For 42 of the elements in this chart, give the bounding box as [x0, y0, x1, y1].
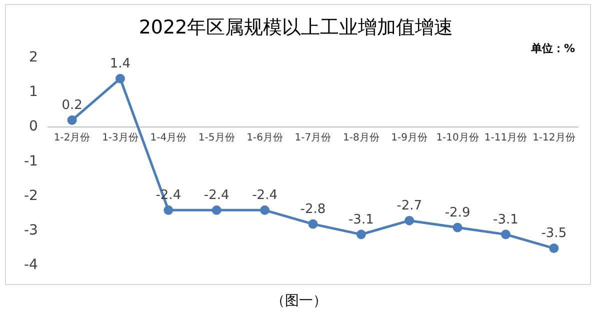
chart-title: 2022年区属规模以上工业增加值增速: [138, 16, 454, 38]
x-tick-label: 1-4月份: [150, 132, 187, 144]
point: [67, 115, 77, 125]
point: [404, 216, 414, 226]
data-label: -2.4: [204, 188, 230, 204]
x-tick-label: 1-9月份: [391, 132, 428, 144]
y-tick-label: 0: [29, 118, 38, 135]
point: [356, 230, 366, 240]
x-tick-label: 1-8月份: [342, 132, 380, 144]
y-tick-label: 1: [29, 84, 38, 100]
data-label: -3.1: [493, 212, 518, 228]
y-tick-label: -3: [24, 222, 38, 239]
point: [164, 205, 174, 215]
data-label: 1.4: [110, 56, 131, 72]
x-tick-label: 1-12月份: [532, 132, 576, 144]
y-tick-label: 2: [29, 49, 38, 66]
point: [452, 222, 462, 232]
x-tick-label: 1-2月份: [54, 132, 90, 144]
point: [549, 244, 559, 254]
y-tick-label: -1: [24, 153, 38, 170]
point: [115, 74, 125, 84]
data-label: 0.2: [62, 98, 82, 114]
x-tick-label: 1-3月份: [102, 132, 138, 144]
point: [212, 205, 222, 215]
point: [500, 230, 510, 240]
text: （图一）: [270, 292, 328, 310]
x-tick-label: 1-7月份: [294, 132, 332, 144]
data-label: -2.9: [444, 205, 470, 220]
data-label: -3.1: [348, 212, 374, 228]
x-tick-label: 1-6月份: [246, 132, 283, 144]
text: 单位：%: [530, 42, 575, 55]
data-label: -2.8: [300, 202, 326, 217]
x-tick-label: 1-5月份: [198, 132, 235, 144]
y-tick-label: -2: [24, 188, 38, 204]
data-label: -2.7: [396, 198, 422, 214]
point: [308, 219, 318, 229]
x-tick-label: 1-10月份: [436, 132, 479, 144]
point: [260, 205, 270, 215]
y-tick-label: -4: [24, 257, 38, 274]
x-tick-label: 1-11月份: [484, 132, 528, 144]
data-label: -2.4: [252, 188, 278, 204]
data-label: -3.5: [541, 226, 567, 242]
